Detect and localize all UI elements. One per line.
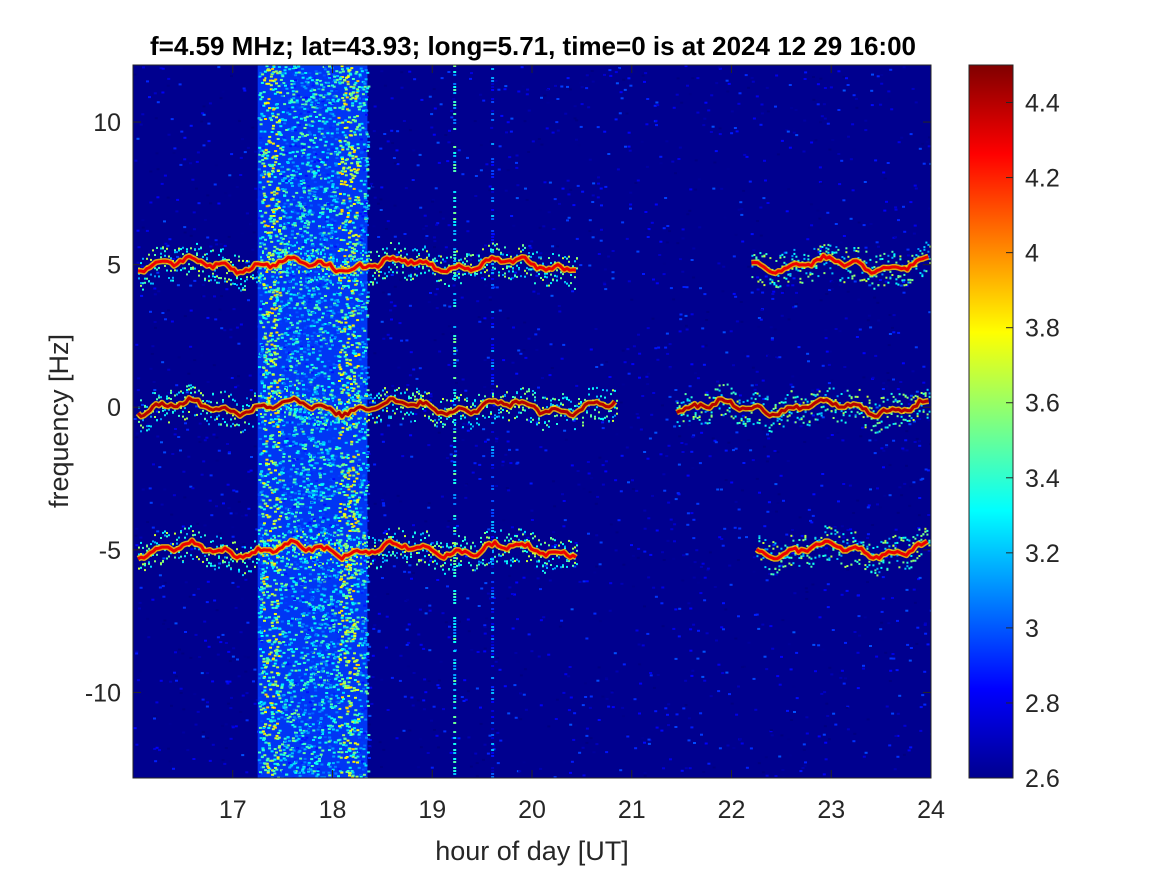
x-axis: 17 18 19 20 21 22 23 24 xyxy=(219,65,945,824)
chart-title: f=4.59 MHz; lat=43.93; long=5.71, time=0… xyxy=(150,31,916,61)
impulse-line-1 xyxy=(453,65,457,775)
y-tick-label: 5 xyxy=(107,252,121,280)
colorbar: 2.6 2.8 3 3.2 3.4 3.6 3.8 4 4.2 4.4 xyxy=(968,64,1060,793)
colorbar-tick-label: 2.8 xyxy=(1025,690,1060,718)
doppler-trace-1 xyxy=(137,240,931,292)
plot-area xyxy=(132,64,932,779)
colorbar-tick-label: 4.2 xyxy=(1025,165,1060,193)
colorbar-tick-label: 4 xyxy=(1025,240,1039,268)
x-tick-label: 20 xyxy=(518,796,546,824)
y-tick-label: -5 xyxy=(99,537,121,565)
colorbar-gradient xyxy=(968,64,1014,779)
colorbar-tick-label: 3.8 xyxy=(1025,315,1060,343)
x-axis-label: hour of day [UT] xyxy=(435,836,629,866)
doppler-trace-3 xyxy=(136,525,931,577)
x-tick-label: 17 xyxy=(219,796,247,824)
y-axis: -10 -5 0 5 10 xyxy=(85,109,931,707)
x-tick-label: 23 xyxy=(817,796,845,824)
x-tick-label: 24 xyxy=(917,796,945,824)
y-axis-label: frequency [Hz] xyxy=(44,334,74,508)
y-tick-label: 10 xyxy=(93,109,121,137)
colorbar-tick-label: 3.6 xyxy=(1025,390,1060,418)
colorbar-tick-label: 3.4 xyxy=(1025,465,1060,493)
x-tick-label: 21 xyxy=(618,796,646,824)
broadband-band xyxy=(257,65,371,778)
x-tick-label: 22 xyxy=(718,796,746,824)
colorbar-tick-label: 3 xyxy=(1025,615,1039,643)
colorbar-ticks: 2.6 2.8 3 3.2 3.4 3.6 3.8 4 4.2 4.4 xyxy=(1006,90,1060,793)
colorbar-tick-label: 3.2 xyxy=(1025,540,1060,568)
x-tick-label: 18 xyxy=(319,796,347,824)
doppler-trace-2 xyxy=(135,383,931,434)
colorbar-tick-label: 2.6 xyxy=(1025,765,1060,793)
colorbar-tick-label: 4.4 xyxy=(1025,90,1060,118)
y-tick-label: -10 xyxy=(85,679,121,707)
heatmap-layer xyxy=(133,65,931,778)
x-tick-label: 19 xyxy=(418,796,446,824)
y-tick-label: 0 xyxy=(107,394,121,422)
